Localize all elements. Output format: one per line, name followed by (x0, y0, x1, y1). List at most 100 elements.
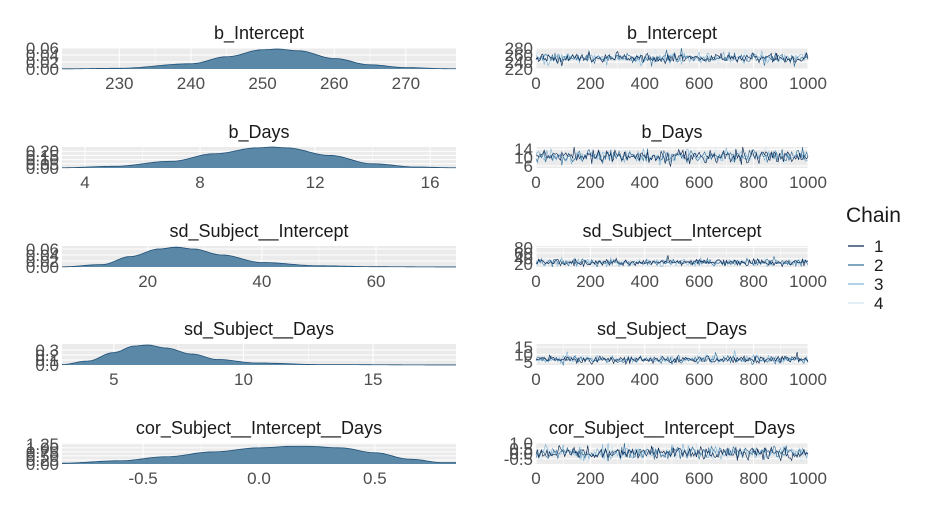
x-tick-label: 200 (576, 469, 604, 488)
y-tick-label: 1.25 (26, 435, 59, 454)
x-tick-label: 200 (576, 173, 604, 192)
x-tick-label: 600 (685, 370, 713, 389)
y-tick-label: 0.0 (35, 356, 59, 375)
y-tick-label: 0.00 (26, 258, 59, 277)
y-tick-label: 10 (514, 149, 533, 168)
y-tick-label: 0.04 (26, 46, 59, 65)
x-tick-label: -0.5 (128, 469, 157, 488)
y-tick-label: 10 (514, 346, 533, 365)
y-tick-label: 6 (524, 157, 533, 176)
x-tick-label: 15 (364, 370, 383, 389)
density-outline (61, 146, 456, 169)
x-tick-label: 1000 (789, 469, 827, 488)
y-tick-label: 0.2 (35, 346, 59, 365)
x-tick-label: 5 (109, 370, 118, 389)
x-tick-label: 0 (531, 469, 540, 488)
y-tick-label: 0.06 (26, 240, 59, 259)
x-tick-label: 800 (739, 370, 767, 389)
panel-title: b_Days (228, 122, 289, 143)
panel-title: b_Intercept (214, 23, 304, 44)
legend-label-4: 4 (874, 294, 883, 313)
y-tick-label: 14 (514, 140, 533, 159)
x-tick-label: 230 (105, 74, 133, 93)
x-tick-label: 270 (392, 74, 420, 93)
y-tick-label: 40 (514, 250, 533, 269)
x-tick-label: 1000 (789, 370, 827, 389)
y-tick-label: 0.05 (26, 155, 59, 174)
y-tick-label: 0.02 (26, 53, 59, 72)
trace-chain-2 (535, 146, 809, 166)
density-outline (61, 246, 456, 268)
x-tick-label: 400 (631, 370, 659, 389)
x-tick-label: 600 (685, 74, 713, 93)
density-area (62, 147, 456, 168)
y-tick-label: 260 (505, 46, 533, 65)
x-tick-label: 4 (80, 173, 89, 192)
y-tick-label: 0.5 (509, 439, 533, 458)
y-tick-label: 5 (524, 353, 533, 372)
y-tick-label: 240 (505, 53, 533, 72)
density-area (62, 49, 456, 69)
legend-title: Chain (846, 204, 901, 227)
x-tick-label: 1000 (789, 272, 827, 291)
y-tick-label: 15 (514, 338, 533, 357)
y-tick-label: 1.00 (26, 439, 59, 458)
x-tick-label: 200 (576, 370, 604, 389)
x-tick-label: 400 (631, 173, 659, 192)
y-tick-label: 20 (514, 255, 533, 274)
y-tick-label: 0.02 (26, 252, 59, 271)
x-tick-label: 12 (306, 173, 325, 192)
y-tick-label: -0.5 (504, 450, 533, 469)
y-tick-label: 0.50 (26, 447, 59, 466)
y-tick-label: 220 (505, 60, 533, 79)
x-tick-label: 0 (531, 272, 540, 291)
legend-label-2: 2 (874, 256, 883, 275)
trace-chain-1 (535, 255, 809, 268)
x-tick-label: 0.0 (247, 469, 271, 488)
x-tick-label: 240 (177, 74, 205, 93)
x-tick-label: 10 (234, 370, 253, 389)
y-tick-label: 0.10 (26, 151, 59, 170)
trace-chain-1 (535, 444, 809, 462)
x-tick-label: 0 (531, 173, 540, 192)
panel-title: b_Intercept (627, 23, 717, 44)
y-tick-label: 0.00 (26, 60, 59, 79)
x-tick-label: 1000 (789, 173, 827, 192)
x-tick-label: 400 (631, 74, 659, 93)
trace-chain-2 (535, 351, 808, 366)
panel-cor-subject-intercept-days-density: cor_Subject__Intercept__Days -0.5 0.0 0.5 0.… (26, 418, 456, 488)
legend-label-1: 1 (874, 237, 883, 256)
x-tick-label: 600 (685, 469, 713, 488)
panel-title: b_Days (641, 122, 702, 143)
x-tick-label: 800 (739, 469, 767, 488)
y-tick-label: 0.3 (35, 341, 59, 360)
y-tick-label: 0.04 (26, 246, 59, 265)
x-tick-label: 600 (685, 272, 713, 291)
x-tick-label: 400 (631, 469, 659, 488)
y-tick-label: 1.0 (509, 434, 533, 453)
panel-sd-subject-intercept-density: sd_Subject__Intercept 20 40 60 0.000.020.040… (26, 221, 456, 291)
panel-b-days-density: b_Days 4 8 12 16 0.000.050.100.150.20 (26, 122, 456, 192)
y-tick-label: 0.75 (26, 443, 59, 462)
panel-title: sd_Subject__Intercept (169, 221, 348, 242)
panel-title: sd_Subject__Days (184, 319, 334, 340)
x-tick-label: 20 (138, 272, 157, 291)
density-area (62, 247, 456, 267)
x-tick-label: 800 (739, 173, 767, 192)
y-tick-label: 60 (514, 244, 533, 263)
legend-label-3: 3 (874, 275, 883, 294)
panel-sd-subject-days-density: sd_Subject__Days 5 10 15 0.00.10.20.3 (35, 319, 456, 389)
density-outline (61, 445, 456, 464)
panel-title: cor_Subject__Intercept__Days (136, 418, 382, 439)
density-area (62, 345, 456, 365)
x-tick-label: 16 (421, 173, 440, 192)
y-tick-label: 0.25 (26, 451, 59, 470)
x-tick-label: 600 (685, 173, 713, 192)
y-tick-label: 80 (514, 238, 533, 257)
